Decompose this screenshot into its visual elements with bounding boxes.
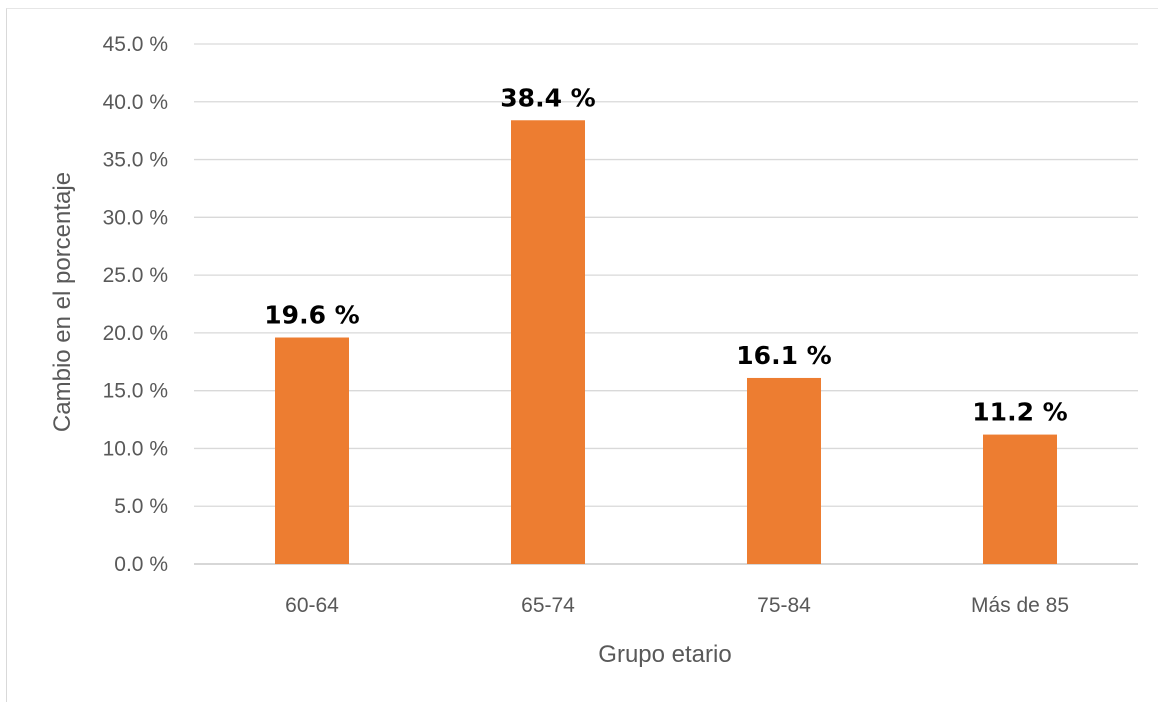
y-tick-label: 40.0 %: [103, 91, 168, 114]
x-tick-label: 75-84: [757, 594, 811, 617]
data-label: 11.2 %: [972, 398, 1067, 427]
y-tick-label: 5.0 %: [114, 495, 168, 518]
x-axis-title: Grupo etario: [598, 641, 731, 668]
y-tick-labels: 0.0 % 5.0 % 10.0 % 15.0 % 20.0 % 25.0 % 30.0 %…: [103, 33, 168, 576]
y-tick-label: 10.0 %: [103, 437, 168, 460]
bars: [275, 120, 1057, 565]
bar: [275, 337, 349, 564]
x-tick-label: Más de 85: [971, 594, 1069, 617]
data-label: 16.1 %: [736, 341, 831, 370]
y-tick-label: 20.0 %: [103, 322, 168, 345]
y-tick-label: 35.0 %: [103, 149, 168, 172]
y-tick-label: 45.0 %: [103, 33, 168, 56]
data-labels: 19.6 % 38.4 % 16.1 % 11.2 %: [264, 83, 1067, 426]
y-tick-label: 0.0 %: [114, 553, 168, 576]
bar: [511, 120, 585, 565]
bar: [747, 377, 821, 564]
x-tick-label: 60-64: [285, 594, 339, 617]
y-tick-label: 30.0 %: [103, 206, 168, 229]
y-axis-title: Cambio en el porcentaje: [49, 172, 76, 432]
x-tick-label: 65-74: [521, 594, 575, 617]
y-tick-label: 15.0 %: [103, 380, 168, 403]
chart-frame: [6, 8, 1158, 702]
gridlines: [194, 43, 1138, 565]
data-label: 19.6 %: [264, 301, 359, 330]
data-label: 38.4 %: [500, 83, 595, 112]
bar: [983, 434, 1057, 564]
x-tick-labels: 60-64 65-74 75-84 Más de 85: [285, 594, 1069, 617]
y-tick-label: 25.0 %: [103, 264, 168, 287]
